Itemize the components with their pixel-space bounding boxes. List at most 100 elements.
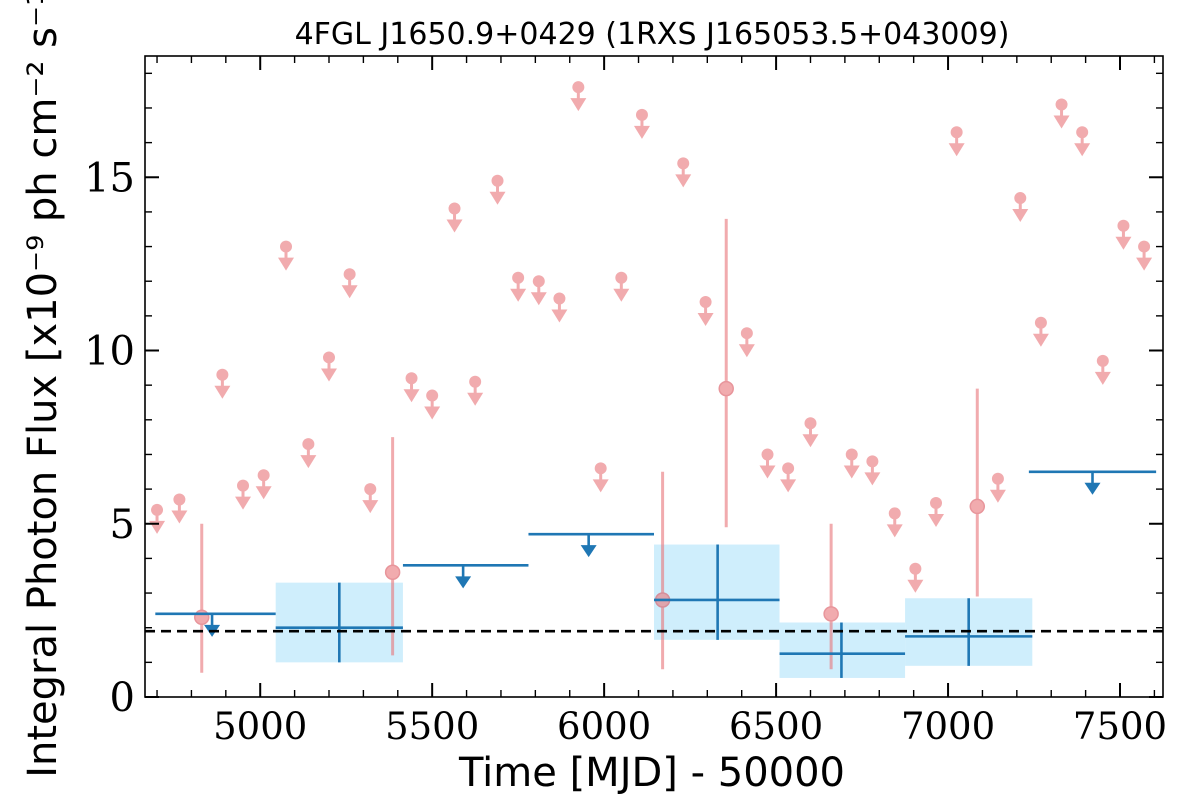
detection-point xyxy=(384,437,401,656)
upper-limit-point xyxy=(1012,192,1029,223)
upper-limit-marker xyxy=(594,462,607,475)
upper-limit-marker xyxy=(151,503,164,516)
upper-limit-point xyxy=(759,448,776,479)
upper-limit-point xyxy=(1115,219,1132,250)
upper-limit-point xyxy=(675,157,692,188)
upper-limit-arrow xyxy=(403,389,420,403)
upper-limit-marker xyxy=(761,448,774,461)
upper-limit-point xyxy=(1032,316,1049,347)
upper-limit-marker xyxy=(1138,240,1151,253)
upper-limit-marker xyxy=(364,483,377,496)
upper-limit-arrow xyxy=(989,489,1006,503)
x-tick-label: 6000 xyxy=(557,705,651,748)
upper-limit-point xyxy=(1094,354,1111,385)
upper-limit-point xyxy=(907,562,924,593)
bin-detection xyxy=(275,582,403,663)
upper-limit-arrow xyxy=(886,524,903,538)
y-tick-label: 0 xyxy=(110,675,135,721)
upper-limit-marker xyxy=(343,268,356,281)
upper-limit-marker xyxy=(553,292,566,305)
upper-limit-point xyxy=(928,496,945,527)
x-tick-label: 6500 xyxy=(729,705,823,748)
upper-limit-arrow xyxy=(633,125,650,139)
upper-limit-marker xyxy=(216,368,229,381)
upper-limit-point xyxy=(948,126,965,157)
upper-limit-point xyxy=(235,479,252,510)
upper-limit-marker xyxy=(866,455,879,468)
upper-limit-marker xyxy=(804,417,817,430)
upper-limit-point xyxy=(613,271,630,302)
upper-limit-marker xyxy=(302,438,315,451)
upper-limit-point xyxy=(278,240,295,271)
upper-limit-arrow xyxy=(362,500,379,514)
upper-limit-point xyxy=(341,268,358,299)
detection-point xyxy=(193,523,210,673)
upper-limit-point xyxy=(403,372,420,403)
upper-limit-arrow xyxy=(780,479,797,493)
upper-limit-arrow xyxy=(948,143,965,157)
detection-point xyxy=(718,218,734,528)
y-tick-label: 5 xyxy=(110,502,135,548)
upper-limit-point xyxy=(864,455,881,486)
upper-limit-marker xyxy=(1096,354,1109,367)
upper-limit-marker xyxy=(950,126,963,139)
upper-limit-marker xyxy=(257,469,270,482)
upper-limit-marker xyxy=(426,389,439,402)
upper-limit-point xyxy=(300,438,317,469)
y-axis-label: Integral Photon Flux [x10⁻⁹ ph cm⁻² s⁻¹] xyxy=(20,0,66,778)
upper-limit-point xyxy=(570,81,587,112)
upper-limit-point xyxy=(697,296,714,327)
upper-limit-marker xyxy=(699,296,712,309)
upper-limit-marker xyxy=(909,562,922,575)
upper-limit-marker xyxy=(491,174,504,187)
upper-limit-point xyxy=(1136,240,1153,271)
upper-limit-point xyxy=(424,389,441,420)
detection-marker xyxy=(193,609,210,626)
x-tick-label: 7500 xyxy=(1073,705,1167,748)
detection-marker xyxy=(969,498,986,515)
detection-point xyxy=(969,388,986,597)
upper-limit-point xyxy=(171,493,188,524)
y-tick-label: 15 xyxy=(84,155,135,201)
upper-limit-arrow xyxy=(320,368,337,382)
upper-limit-marker xyxy=(782,462,795,475)
bin-upper-limit xyxy=(155,612,276,637)
bin-limit-arrow xyxy=(580,545,597,558)
upper-limit-arrow xyxy=(592,479,609,493)
upper-limit-marker xyxy=(615,271,628,284)
upper-limit-arrow xyxy=(551,309,568,323)
upper-limit-point xyxy=(467,375,484,406)
detection-marker xyxy=(823,606,839,622)
upper-limit-arrow xyxy=(759,465,776,479)
upper-limit-point xyxy=(843,448,860,479)
upper-limit-marker xyxy=(677,157,690,170)
upper-limit-arrow xyxy=(300,455,317,469)
upper-limit-marker xyxy=(635,108,648,121)
upper-limit-marker xyxy=(448,202,461,215)
upper-limit-arrow xyxy=(1094,371,1111,385)
upper-limit-arrow xyxy=(1115,236,1132,250)
upper-limit-marker xyxy=(532,275,545,288)
upper-limit-arrow xyxy=(489,191,506,205)
detection-point xyxy=(823,523,839,670)
upper-limit-marker xyxy=(405,372,418,385)
short-bin-series-layer xyxy=(149,81,1153,673)
upper-limit-arrow xyxy=(341,285,358,299)
x-tick-label: 5000 xyxy=(213,705,307,748)
upper-limit-arrow xyxy=(864,472,881,486)
upper-limit-marker xyxy=(845,448,858,461)
upper-limit-arrow xyxy=(697,313,714,327)
x-tick-label: 7000 xyxy=(901,705,995,748)
upper-limit-marker xyxy=(1076,126,1089,139)
upper-limit-marker xyxy=(572,81,585,94)
upper-limit-arrow xyxy=(1032,333,1049,347)
upper-limit-point xyxy=(886,507,903,538)
upper-limit-point xyxy=(320,351,337,382)
upper-limit-marker xyxy=(280,240,293,253)
upper-limit-marker xyxy=(1014,192,1027,205)
upper-limit-arrow xyxy=(675,174,692,188)
upper-limit-marker xyxy=(237,479,250,492)
chart-title: 4FGL J1650.9+0429 (1RXS J165053.5+043009… xyxy=(295,17,1010,52)
